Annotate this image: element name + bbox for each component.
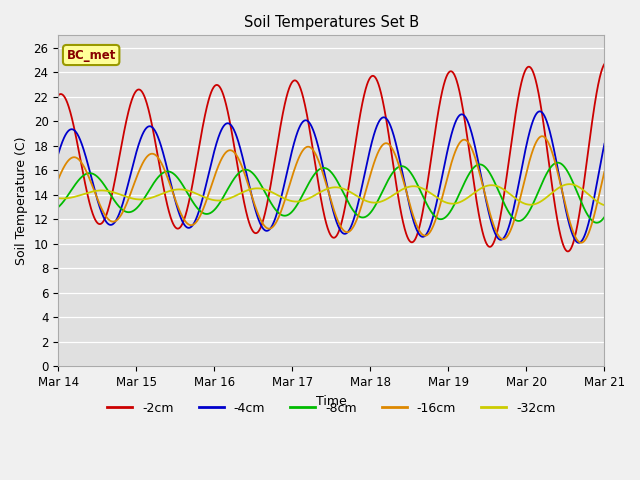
-2cm [600,61,608,67]
-32cm [305,195,313,201]
-2cm [585,143,593,149]
-4cm [305,120,313,126]
Y-axis label: Soil Temperature (C): Soil Temperature (C) [15,137,28,265]
Line: -8cm: -8cm [58,163,604,223]
-16cm [484,204,492,210]
-16cm [83,168,90,174]
-16cm [577,240,585,246]
-32cm [585,192,593,198]
-4cm [54,151,62,157]
-4cm [586,218,593,224]
-8cm [585,214,593,219]
-8cm [54,204,62,210]
-32cm [320,187,328,193]
-8cm [554,160,561,166]
-16cm [54,176,62,182]
-2cm [585,145,593,151]
Text: BC_met: BC_met [67,48,116,61]
Line: -2cm: -2cm [58,64,604,252]
-32cm [83,191,90,196]
Line: -32cm: -32cm [58,184,604,205]
Line: -4cm: -4cm [58,111,604,243]
-2cm [83,185,90,191]
-8cm [593,220,600,226]
X-axis label: Time: Time [316,395,347,408]
-32cm [600,202,608,208]
-4cm [320,168,328,173]
-16cm [320,173,328,179]
-16cm [538,133,546,139]
-16cm [305,144,313,150]
-4cm [484,208,492,214]
-16cm [600,168,608,174]
-32cm [566,181,573,187]
-8cm [83,171,90,177]
-2cm [564,249,572,254]
-4cm [83,155,90,161]
-32cm [484,182,492,188]
Line: -16cm: -16cm [58,136,604,243]
-8cm [484,168,492,174]
-16cm [586,229,593,235]
-16cm [585,229,593,235]
-8cm [585,214,593,220]
-8cm [320,165,328,171]
-32cm [585,192,593,197]
-4cm [600,141,608,147]
-4cm [575,240,582,246]
Legend: -2cm, -4cm, -8cm, -16cm, -32cm: -2cm, -4cm, -8cm, -16cm, -32cm [102,396,561,420]
-2cm [54,93,62,98]
-2cm [305,125,313,131]
-2cm [320,211,328,216]
-32cm [54,195,62,201]
-8cm [305,180,313,185]
-2cm [484,243,492,249]
-4cm [536,108,543,114]
-4cm [585,219,593,225]
-8cm [600,214,608,220]
Title: Soil Temperatures Set B: Soil Temperatures Set B [244,15,419,30]
